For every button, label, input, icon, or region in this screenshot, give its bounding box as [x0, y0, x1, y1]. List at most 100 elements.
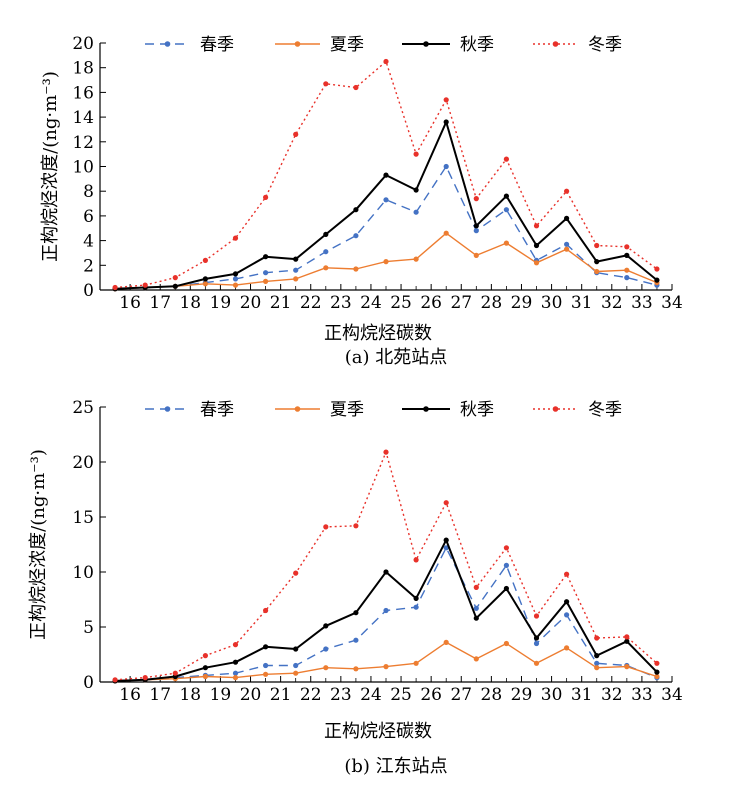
data-point: [413, 256, 419, 262]
data-point: [503, 545, 509, 551]
y-tick-label: 10: [72, 158, 94, 178]
y-tick-label: 20: [72, 34, 94, 54]
data-point: [533, 640, 540, 647]
data-point: [383, 449, 389, 455]
data-point: [564, 571, 570, 577]
data-point: [263, 671, 269, 677]
legend-marker: [164, 41, 171, 47]
data-point: [112, 284, 118, 291]
data-point: [232, 282, 239, 288]
legend-label: 夏季: [330, 35, 364, 55]
x-tick-label: 33: [631, 293, 653, 313]
data-point: [533, 635, 540, 641]
data-point: [202, 257, 208, 263]
data-point: [353, 207, 359, 213]
data-point: [413, 604, 419, 610]
x-tick-label: 32: [601, 685, 623, 705]
y-tick-label: 15: [72, 508, 94, 528]
data-point: [263, 644, 269, 650]
data-point: [473, 584, 479, 591]
data-point: [654, 669, 660, 675]
x-tick-label: 27: [450, 685, 472, 705]
data-point: [263, 607, 269, 614]
data-point: [624, 638, 630, 644]
data-point: [503, 585, 509, 592]
data-point: [293, 267, 299, 273]
data-point: [533, 660, 540, 666]
data-point: [594, 660, 600, 666]
data-point: [443, 639, 449, 646]
x-tick-label: 24: [360, 293, 382, 313]
data-point: [413, 151, 419, 157]
x-tick-label: 21: [270, 293, 292, 313]
legend-marker: [552, 41, 559, 47]
data-point: [323, 265, 329, 271]
data-point: [473, 605, 479, 611]
data-point: [172, 275, 178, 281]
data-point: [594, 242, 600, 249]
data-point: [624, 664, 630, 670]
y-tick-label: 10: [72, 563, 94, 583]
data-point: [353, 233, 359, 239]
x-axis-title: 正构烷烃碳数: [324, 721, 432, 742]
x-tick-label: 31: [571, 293, 593, 313]
data-point: [413, 209, 419, 215]
chart-panel-b: 0 5 10 15 20 25 16 17 18 19 20 21 22 23 24 25 26 27 28 29 30…: [28, 398, 683, 777]
series-line: [115, 547, 658, 682]
legend-marker: [552, 406, 559, 412]
data-point: [353, 84, 359, 91]
data-point: [654, 673, 660, 680]
data-point: [232, 271, 239, 277]
legend-label: 冬季: [588, 400, 622, 420]
y-tick-label: 14: [72, 108, 94, 128]
data-point: [202, 673, 208, 680]
data-point: [202, 653, 208, 659]
y-axis-title: 正构烷烃浓度/(ng·m⁻³): [28, 449, 49, 640]
data-point: [594, 268, 600, 275]
data-point: [232, 670, 239, 676]
data-point: [564, 612, 570, 618]
data-point: [112, 677, 118, 683]
data-point: [503, 562, 509, 569]
x-tick-label: 17: [149, 293, 171, 313]
legend-marker: [423, 406, 429, 412]
y-tick-label: 25: [72, 398, 94, 418]
data-point: [473, 223, 479, 229]
data-point: [564, 599, 570, 605]
legend-marker: [294, 406, 301, 412]
y-tick-label: 20: [72, 453, 94, 473]
data-point: [353, 523, 359, 529]
data-point: [594, 653, 600, 659]
data-point: [383, 607, 389, 614]
data-point: [443, 537, 449, 543]
data-point: [232, 675, 239, 681]
data-point: [413, 187, 419, 193]
data-point: [654, 266, 660, 272]
data-point: [564, 215, 570, 221]
data-point: [323, 524, 329, 530]
x-tick-label: 26: [420, 685, 442, 705]
data-point: [473, 196, 479, 202]
data-point: [624, 267, 630, 273]
data-point: [383, 569, 389, 575]
x-tick-label: 18: [179, 685, 201, 705]
x-tick-label: 21: [270, 685, 292, 705]
data-point: [323, 623, 329, 629]
data-point: [232, 659, 239, 665]
x-tick-label: 16: [119, 293, 141, 313]
data-point: [503, 640, 509, 647]
legend-marker: [164, 406, 171, 412]
data-point: [323, 665, 329, 671]
data-point: [443, 545, 449, 551]
data-point: [594, 665, 600, 671]
data-point: [503, 240, 509, 246]
data-point: [232, 276, 239, 282]
x-tick-label: 19: [210, 293, 232, 313]
x-tick-label: 23: [330, 293, 352, 313]
data-point: [564, 241, 570, 247]
data-point: [383, 58, 389, 65]
y-tick-label: 2: [83, 256, 94, 276]
data-point: [202, 281, 208, 287]
data-point: [353, 610, 359, 616]
x-tick-label: 16: [119, 685, 141, 705]
